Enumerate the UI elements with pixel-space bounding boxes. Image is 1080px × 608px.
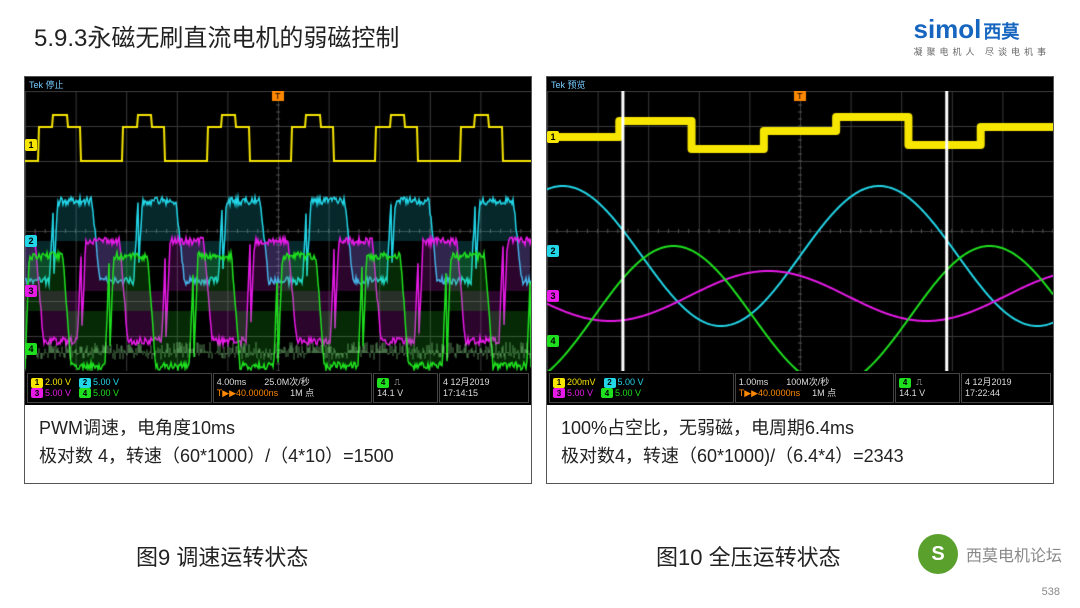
scope-readout-left: 12.00 V 25.00 V 35.00 V 45.00 V 4.00ms25…: [25, 371, 531, 405]
caption-line: PWM调速，电角度10ms: [39, 415, 517, 443]
brand-logo: simol西莫 凝聚电机人 尽谈电机事: [913, 14, 1050, 58]
scope-canvas-right: [547, 91, 1053, 371]
figure-right: Tek 预览 1200mV 25.00 V 35.00 V 45.00 V 1.…: [546, 76, 1054, 484]
scope-status-bar: Tek 预览: [547, 77, 1053, 91]
logo-cn: 西莫: [983, 22, 1019, 42]
caption-line: 100%占空比，无弱磁，电周期6.4ms: [561, 415, 1039, 443]
channel-marker: 3: [25, 285, 37, 297]
scope-canvas-left: [25, 91, 531, 371]
caption-line: 极对数4，转速（60*1000)/（6.4*4）=2343: [561, 443, 1039, 471]
logo-tagline: 凝聚电机人 尽谈电机事: [913, 45, 1050, 58]
figure-left: Tek 停止 12.00 V 25.00 V 35.00 V 45.00 V 4…: [24, 76, 532, 484]
scope-status: Tek 停止: [29, 78, 64, 90]
scope-left: Tek 停止 12.00 V 25.00 V 35.00 V 45.00 V 4…: [25, 77, 531, 405]
caption-right: 100%占空比，无弱磁，电周期6.4ms 极对数4，转速（60*1000)/（6…: [547, 405, 1053, 483]
scope-right: Tek 预览 1200mV 25.00 V 35.00 V 45.00 V 1.…: [547, 77, 1053, 405]
channel-marker: 2: [25, 235, 37, 247]
watermark-text: 西莫电机论坛: [966, 542, 1062, 566]
channel-marker: 1: [25, 139, 37, 151]
figure-label-left: 图9 调速运转状态: [136, 540, 308, 572]
page-number: 538: [1042, 586, 1060, 598]
scope-status-bar: Tek 停止: [25, 77, 531, 91]
channel-marker: 2: [547, 245, 559, 257]
page-title: 5.9.3永磁无刷直流电机的弱磁控制: [34, 18, 399, 53]
channel-marker: 4: [25, 343, 37, 355]
logo-brand: simol: [913, 14, 981, 44]
watermark-avatar: S: [918, 534, 958, 574]
caption-left: PWM调速，电角度10ms 极对数 4，转速（60*1000）/（4*10）=1…: [25, 405, 531, 483]
scope-status: Tek 预览: [551, 78, 586, 90]
watermark: S 西莫电机论坛: [918, 534, 1062, 574]
caption-line: 极对数 4，转速（60*1000）/（4*10）=1500: [39, 443, 517, 471]
channel-marker: 1: [547, 131, 559, 143]
channel-marker: 4: [547, 335, 559, 347]
scope-readout-right: 1200mV 25.00 V 35.00 V 45.00 V 1.00ms100…: [547, 371, 1053, 405]
channel-marker: 3: [547, 290, 559, 302]
figure-label-right: 图10 全压运转状态: [656, 540, 841, 572]
